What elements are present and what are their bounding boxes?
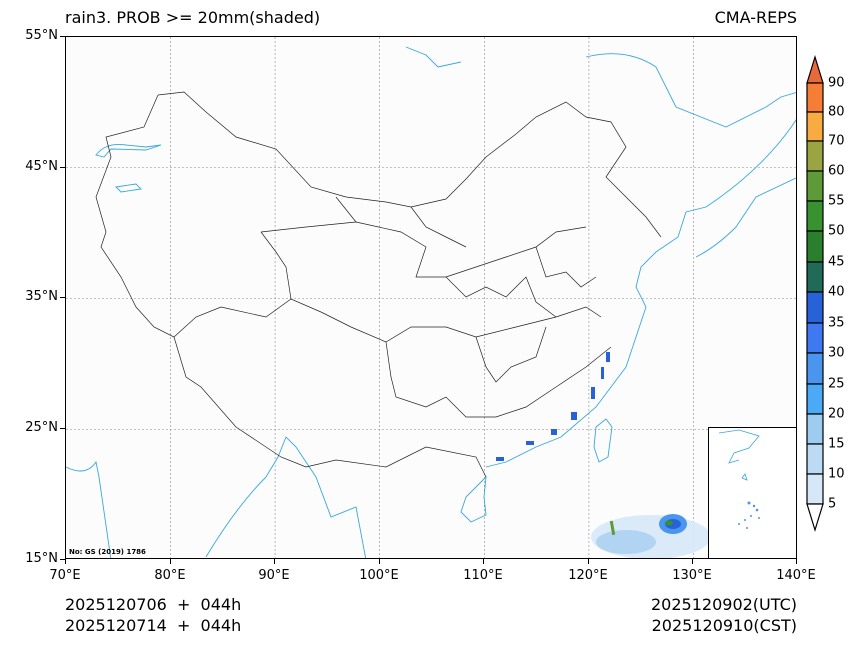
xtick-mark [170, 559, 171, 564]
map-approval-note: No: GS (2019) 1786 [69, 548, 146, 556]
xtick-label: 100°E [359, 568, 399, 583]
xtick-mark [588, 559, 589, 564]
colorbar-label: 40 [828, 284, 845, 300]
map-svg [66, 37, 796, 558]
ytick-label: 15°N [25, 551, 58, 566]
colorbar-label: 55 [828, 193, 845, 209]
valid-time-cst: 2025120910(CST) [651, 616, 797, 635]
colorbar-label: 25 [828, 376, 845, 392]
ytick-label: 25°N [25, 420, 58, 435]
xtick-mark [692, 559, 693, 564]
boundaries [95, 91, 662, 478]
ytick-label: 45°N [25, 159, 58, 174]
ytick-label: 55°N [25, 28, 58, 43]
xtick-label: 70°E [49, 568, 81, 583]
xtick-label: 140°E [776, 568, 816, 583]
ytick-mark [60, 559, 65, 560]
colorbar-label: 20 [828, 406, 845, 422]
colorbar-label: 45 [828, 254, 845, 270]
south-china-sea-inset [708, 427, 796, 558]
xtick-label: 90°E [258, 568, 290, 583]
xtick-mark [379, 559, 380, 564]
init-time-cst: 2025120714 + 044h [65, 616, 242, 635]
probability-shading [591, 514, 711, 558]
ytick-label: 35°N [25, 289, 58, 304]
ytick-mark [60, 167, 65, 168]
xtick-label: 130°E [672, 568, 712, 583]
xtick-label: 110°E [463, 568, 503, 583]
model-name: CMA-REPS [714, 8, 797, 27]
colorbar-label: 10 [828, 466, 845, 482]
xtick-label: 80°E [154, 568, 186, 583]
ytick-mark [60, 428, 65, 429]
colorbar [806, 55, 824, 533]
colorbar-label: 90 [828, 75, 845, 91]
valid-time-utc: 2025120902(UTC) [651, 595, 797, 614]
colorbar-label: 50 [828, 223, 845, 239]
colorbar-label: 80 [828, 104, 845, 120]
coastal-shading [496, 352, 610, 461]
colorbar-label: 15 [828, 436, 845, 452]
colorbar-label: 30 [828, 345, 845, 361]
chart-title: rain3. PROB >= 20mm(shaded) [65, 8, 321, 27]
colorbar-label: 60 [828, 163, 845, 179]
ytick-mark [60, 36, 65, 37]
colorbar-label: 5 [828, 496, 837, 512]
gridlines [66, 37, 796, 558]
colorbar-label: 35 [828, 315, 845, 331]
ytick-mark [60, 297, 65, 298]
inset-map-svg [718, 429, 760, 529]
colorbar-label: 70 [828, 133, 845, 149]
coastlines [66, 46, 796, 558]
xtick-label: 120°E [568, 568, 608, 583]
map-plot-area: No: GS (2019) 1786 [65, 36, 797, 559]
xtick-mark [274, 559, 275, 564]
xtick-mark [483, 559, 484, 564]
xtick-mark [796, 559, 797, 564]
init-time-utc: 2025120706 + 044h [65, 595, 242, 614]
xtick-mark [65, 559, 66, 564]
